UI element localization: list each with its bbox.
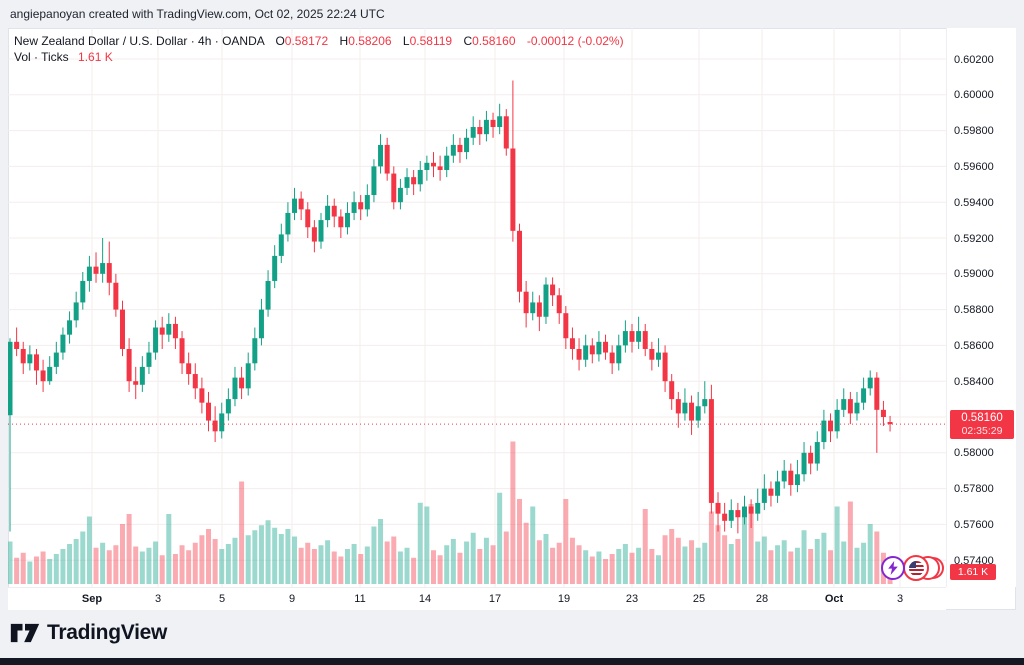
tradingview-logo[interactable]: TradingView	[10, 621, 167, 645]
low-value: 0.58119	[409, 34, 453, 48]
time-axis-label: 11	[354, 593, 366, 605]
time-axis-label: Sep	[81, 593, 103, 605]
legend-symbol-row: New Zealand Dollar / U.S. Dollar · 4h · …	[14, 33, 624, 49]
price-axis-label: 0.59800	[954, 125, 994, 138]
open-value: 0.58172	[284, 34, 329, 48]
close-value: 0.58160	[472, 34, 516, 48]
us-economic-event-icon[interactable]	[903, 555, 929, 581]
time-axis-label: 28	[755, 593, 769, 605]
tradingview-logo-text: TradingView	[47, 621, 168, 644]
time-axis-label: 17	[488, 593, 502, 605]
attribution-text: angiepanoyan created with TradingView.co…	[10, 7, 385, 21]
lightning-bolt-icon	[888, 561, 898, 575]
legend-volume-row: Vol · Ticks 1.61 K	[14, 49, 624, 65]
volume-study-label[interactable]: Vol · Ticks	[14, 50, 69, 64]
chart-legend[interactable]: New Zealand Dollar / U.S. Dollar · 4h · …	[14, 33, 624, 65]
symbol-title[interactable]: New Zealand Dollar / U.S. Dollar · 4h · …	[14, 34, 265, 48]
time-axis-label: 19	[557, 593, 571, 605]
lightning-event-icon[interactable]	[881, 556, 905, 580]
price-axis-label: 0.59400	[954, 196, 994, 209]
time-axis-label: Oct	[824, 593, 844, 605]
price-axis-label: 0.57400	[954, 554, 994, 567]
bottom-bar	[0, 658, 1024, 665]
price-axis-label: 0.59200	[954, 232, 994, 245]
price-axis-label: 0.58800	[954, 304, 994, 317]
time-axis-label: 14	[418, 593, 432, 605]
time-axis-label: 3	[896, 593, 904, 605]
time-axis-label: 25	[692, 593, 706, 605]
price-axis-label: 0.58000	[954, 447, 994, 460]
open-label: O	[275, 34, 285, 48]
price-axis-label: 0.58600	[954, 339, 994, 352]
time-axis-label: 9	[288, 593, 296, 605]
price-axis-label: 0.57600	[954, 518, 994, 531]
high-value: 0.58206	[348, 34, 392, 48]
time-axis-label: 23	[625, 593, 639, 605]
price-axis[interactable]: 0.60200 0.60000 0.59800 0.59600 0.59400 0.592…	[946, 28, 1016, 587]
last-price-value: 0.58160	[961, 411, 1003, 424]
volume-axis-label: 1.61 K	[950, 564, 996, 580]
price-axis-label: 0.57800	[954, 483, 994, 496]
time-axis[interactable]: Sep 3 5 9 11 14 17 19 23 25 28 Oct 3	[8, 587, 946, 610]
volume-value: 1.61 K	[78, 50, 113, 64]
price-axis-label: 0.59600	[954, 160, 994, 173]
time-axis-label: 5	[218, 593, 226, 605]
low-label: L	[402, 34, 410, 48]
change-value: -0.00012 (-0.02%)	[526, 34, 624, 48]
time-axis-label: 3	[154, 593, 162, 605]
high-label: H	[339, 34, 349, 48]
tradingview-logo-icon	[10, 623, 40, 643]
candlestick-chart[interactable]	[8, 28, 946, 587]
price-axis-label: 0.60000	[954, 89, 994, 102]
us-flag-icon	[908, 560, 924, 576]
price-axis-label: 0.60200	[954, 53, 994, 66]
last-price-label: 0.58160 02:35:29	[950, 409, 1014, 439]
price-axis-label: 0.59000	[954, 268, 994, 281]
close-label: C	[463, 34, 473, 48]
chart-panel	[8, 28, 1016, 610]
price-axis-label: 0.58400	[954, 375, 994, 388]
bar-countdown: 02:35:29	[961, 424, 1003, 437]
